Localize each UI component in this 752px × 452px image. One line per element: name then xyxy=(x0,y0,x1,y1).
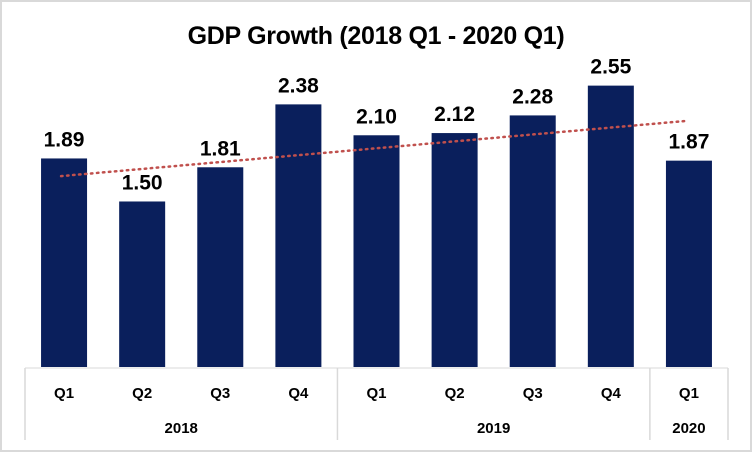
data-label: 1.87 xyxy=(669,131,710,154)
category-tick-label: Q4 xyxy=(288,385,309,402)
category-tick-label: Q3 xyxy=(523,385,543,402)
bar xyxy=(509,115,556,368)
trendline-group xyxy=(59,119,688,178)
bar xyxy=(197,167,244,367)
category-tick-label: Q1 xyxy=(366,385,386,402)
chart-title: GDP Growth (2018 Q1 - 2020 Q1) xyxy=(187,22,565,50)
data-label: 2.38 xyxy=(278,74,319,97)
value-labels-group: 1.89 1.50 1.81 2.38 2.10 2.12 2.28 2.55 1.87 xyxy=(44,56,710,195)
category-axis: Q1 Q2 Q3 Q4 Q1 Q2 Q3 Q4 Q1 2018 2019 2020 xyxy=(24,367,729,440)
bar xyxy=(431,133,478,367)
bar xyxy=(665,160,712,367)
bar xyxy=(353,135,400,367)
bar xyxy=(41,158,88,367)
group-tick-label: 2020 xyxy=(672,420,705,437)
group-tick-label: 2019 xyxy=(477,420,510,437)
category-tick-label: Q1 xyxy=(679,385,699,402)
trendline xyxy=(59,119,688,178)
data-label: 2.10 xyxy=(356,105,397,128)
bars-group xyxy=(41,85,712,368)
category-tick-label: Q4 xyxy=(601,385,622,402)
group-tick-label: 2018 xyxy=(165,420,198,437)
category-tick-label: Q2 xyxy=(445,385,465,402)
bar xyxy=(587,85,634,367)
category-tick-label: Q1 xyxy=(54,385,74,402)
category-tick-label: Q3 xyxy=(210,385,230,402)
bar xyxy=(275,104,322,368)
data-label: 2.28 xyxy=(512,85,553,108)
data-label: 2.55 xyxy=(590,56,631,79)
data-label: 1.89 xyxy=(44,128,85,151)
category-tick-label: Q2 xyxy=(132,385,152,402)
data-label: 1.81 xyxy=(200,137,241,160)
data-label: 2.12 xyxy=(434,103,475,126)
bar xyxy=(119,201,166,367)
data-label: 1.50 xyxy=(122,171,163,194)
